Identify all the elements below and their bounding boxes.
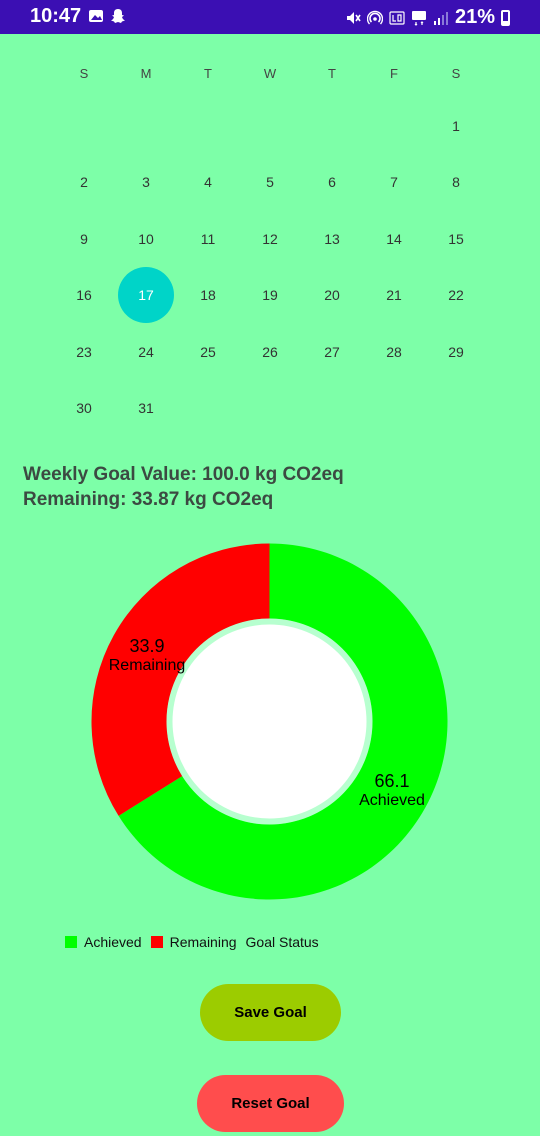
- legend-label-achieved: Achieved: [84, 934, 142, 950]
- legend-label-remaining: Remaining: [170, 934, 237, 950]
- slice-label-remaining: 33.9 Remaining: [97, 636, 197, 675]
- calendar-day[interactable]: 9: [56, 211, 112, 267]
- snapchat-icon: [110, 8, 126, 24]
- battery-icon: [501, 10, 510, 26]
- calendar-day[interactable]: 30: [56, 380, 112, 436]
- calendar-day[interactable]: 14: [366, 211, 422, 267]
- weekday-header: F: [366, 45, 422, 101]
- donut-hole: [173, 625, 367, 819]
- calendar-day[interactable]: 2: [56, 154, 112, 210]
- calendar-day[interactable]: 16: [56, 267, 112, 323]
- legend-item-remaining: Remaining: [151, 934, 237, 950]
- calendar-day[interactable]: 15: [428, 211, 484, 267]
- weekday-header: M: [118, 45, 174, 101]
- calendar-day[interactable]: 31: [118, 380, 174, 436]
- slice-label-achieved: 66.1 Achieved: [342, 771, 442, 810]
- weekday-header: S: [428, 45, 484, 101]
- calendar-day[interactable]: 6: [304, 154, 360, 210]
- calendar-day[interactable]: 18: [180, 267, 236, 323]
- legend-title: Goal Status: [246, 934, 319, 950]
- calendar-day[interactable]: 22: [428, 267, 484, 323]
- slice-name: Achieved: [342, 792, 442, 810]
- calendar-day[interactable]: 25: [180, 324, 236, 380]
- save-goal-button[interactable]: Save Goal: [200, 984, 341, 1041]
- calendar-day[interactable]: 27: [304, 324, 360, 380]
- battery-percent: 21%: [455, 6, 495, 29]
- calendar-day[interactable]: 7: [366, 154, 422, 210]
- weekly-goal-value: Weekly Goal Value: 100.0 kg CO2eq: [23, 462, 344, 487]
- goal-summary: Weekly Goal Value: 100.0 kg CO2eq Remain…: [23, 462, 344, 512]
- calendar-day[interactable]: 23: [56, 324, 112, 380]
- hotspot-icon: [367, 10, 383, 26]
- weekday-header: S: [56, 45, 112, 101]
- weekday-header: T: [304, 45, 360, 101]
- signal-icon: [433, 10, 449, 26]
- status-time: 10:47: [30, 5, 81, 28]
- calendar-view[interactable]: S M T W T F S 1 2 3 4 5 6 7 8 9 10 11 12 13 14 15 16 17 18 19 20 21…: [0, 34, 540, 439]
- calendar-day[interactable]: 10: [118, 211, 174, 267]
- calendar-day[interactable]: 19: [242, 267, 298, 323]
- calendar-day[interactable]: 3: [118, 154, 174, 210]
- calendar-day[interactable]: 24: [118, 324, 174, 380]
- status-bar: 10:47 21%: [0, 0, 540, 34]
- mute-icon: [345, 10, 361, 26]
- calendar-day[interactable]: 26: [242, 324, 298, 380]
- slice-name: Remaining: [97, 657, 197, 675]
- calendar-day[interactable]: 20: [304, 267, 360, 323]
- calendar-day[interactable]: 1: [428, 98, 484, 154]
- calendar-day[interactable]: 5: [242, 154, 298, 210]
- reset-goal-button[interactable]: Reset Goal: [197, 1075, 344, 1132]
- calendar-day[interactable]: 13: [304, 211, 360, 267]
- legend-swatch-achieved: [65, 936, 77, 948]
- slice-value: 33.9: [97, 636, 197, 657]
- legend-swatch-remaining: [151, 936, 163, 948]
- goal-donut-chart[interactable]: [91, 543, 448, 900]
- calendar-day-selected[interactable]: 17: [118, 267, 174, 323]
- calendar-day[interactable]: 8: [428, 154, 484, 210]
- 5g-icon: [411, 10, 427, 26]
- calendar-day[interactable]: 12: [242, 211, 298, 267]
- calendar-day[interactable]: 28: [366, 324, 422, 380]
- volte-icon: [389, 10, 405, 26]
- legend-item-achieved: Achieved: [65, 934, 142, 950]
- calendar-day[interactable]: 11: [180, 211, 236, 267]
- weekday-header: T: [180, 45, 236, 101]
- remaining-value: Remaining: 33.87 kg CO2eq: [23, 487, 344, 512]
- weekday-header: W: [242, 45, 298, 101]
- image-icon: [88, 8, 104, 24]
- slice-value: 66.1: [342, 771, 442, 792]
- calendar-day[interactable]: 21: [366, 267, 422, 323]
- calendar-day[interactable]: 29: [428, 324, 484, 380]
- calendar-day[interactable]: 4: [180, 154, 236, 210]
- chart-legend: Achieved Remaining Goal Status: [65, 934, 319, 950]
